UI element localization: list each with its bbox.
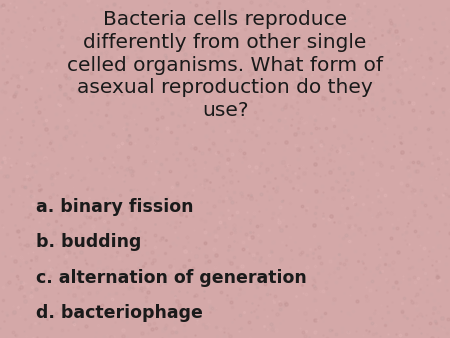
Text: b. budding: b. budding [36, 233, 141, 251]
Text: Bacteria cells reproduce
differently from other single
celled organisms. What fo: Bacteria cells reproduce differently fro… [67, 10, 383, 120]
Text: a. binary fission: a. binary fission [36, 198, 194, 216]
Text: c. alternation of generation: c. alternation of generation [36, 269, 307, 287]
Text: d. bacteriophage: d. bacteriophage [36, 304, 203, 322]
